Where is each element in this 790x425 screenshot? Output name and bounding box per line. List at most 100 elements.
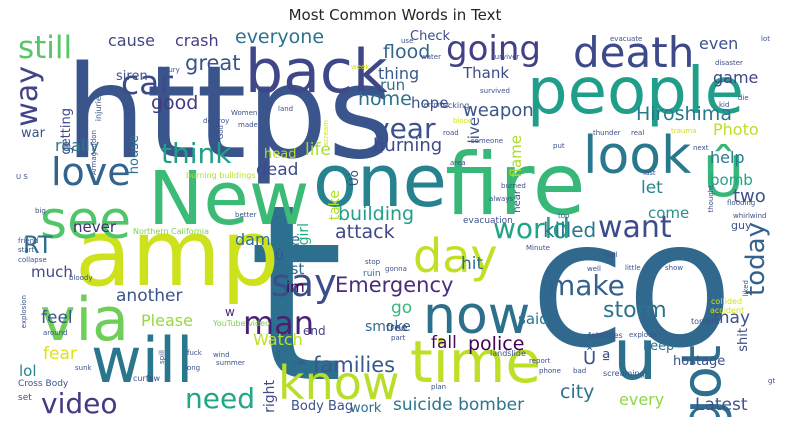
cloud-word: fucking [440, 101, 470, 110]
cloud-word: Check [410, 30, 450, 44]
cloud-word: ruin [363, 269, 381, 279]
cloud-word: start [18, 246, 35, 254]
cloud-word: Thank [463, 64, 510, 82]
cloud-word: crash [175, 31, 219, 50]
cloud-word: u [613, 314, 658, 396]
cloud-word: near [512, 190, 523, 213]
cloud-word: head [264, 147, 297, 162]
cloud-word: police [468, 333, 525, 355]
cloud-word: evacuate [610, 35, 643, 43]
cloud-word: Latest [695, 395, 748, 415]
cloud-word: survived [480, 87, 510, 95]
cloud-word: going [446, 30, 541, 69]
cloud-word: year [373, 112, 436, 145]
cloud-word: call [293, 359, 306, 367]
cloud-word: tonight [691, 317, 720, 326]
cloud-word: injury [160, 66, 180, 74]
cloud-word: stop [365, 258, 381, 266]
cloud-word: explode [629, 331, 657, 339]
cloud-word: RT [23, 231, 53, 259]
cloud-word: Armageddon [90, 130, 98, 176]
cloud-word: everyone [235, 30, 325, 48]
cloud-word: w [225, 305, 235, 319]
cloud-word: water [421, 53, 441, 61]
cloud-word: bloody [69, 274, 93, 282]
cloud-word: die [738, 94, 749, 102]
cloud-word: dead [256, 160, 299, 180]
cloud-word: lol [19, 362, 37, 380]
cloud-word: burned [501, 182, 526, 190]
word-cloud: t co https amp fire New one people will … [13, 30, 777, 417]
cloud-word: siren [116, 69, 148, 84]
cloud-word: getting [59, 108, 74, 155]
cloud-word: now [423, 286, 531, 346]
cloud-word: look [583, 126, 692, 186]
cloud-word: may [713, 308, 751, 328]
cloud-word: burning [373, 135, 443, 156]
cloud-word: end [303, 324, 326, 338]
cloud-word: trauma [671, 127, 697, 135]
cloud-word: keep [643, 339, 675, 354]
cloud-word: area [450, 159, 466, 167]
cloud-word: phone [539, 367, 561, 375]
cloud-word: weapon [463, 100, 534, 121]
cloud-word: week [351, 63, 370, 71]
cloud-word: storm [603, 298, 667, 323]
cloud-word: guy [731, 219, 752, 232]
cloud-word: life [305, 140, 331, 160]
cloud-word: flooding [727, 199, 756, 207]
cloud-word: work [350, 401, 382, 416]
cloud-word: made [238, 121, 258, 129]
cloud-word: big [35, 207, 46, 215]
cloud-word: set [18, 393, 32, 403]
cloud-word: spill [158, 350, 166, 364]
cloud-word: burning buildings [186, 171, 256, 180]
cloud-word: https [65, 39, 395, 188]
cloud-word: man [243, 304, 315, 342]
cloud-word: let [641, 178, 663, 198]
cloud-word: amp [75, 200, 280, 307]
cloud-word: YouTube video [213, 319, 270, 328]
cloud-word: game [713, 68, 759, 87]
cloud-word: always [489, 195, 514, 203]
cloud-word: Û [703, 145, 744, 210]
cloud-word: shit [736, 328, 751, 352]
cloud-word: U S [16, 173, 28, 181]
cloud-word: plan [431, 383, 447, 391]
cloud-word: feel [41, 308, 73, 328]
cloud-word: scream [322, 120, 330, 146]
cloud-word: think [161, 137, 232, 170]
cloud-word: job [274, 350, 282, 361]
cloud-word: fuck [187, 349, 202, 357]
cloud-word: fire [445, 135, 586, 235]
cloud-word: report [529, 357, 551, 365]
cloud-word: screaming [603, 369, 645, 378]
cloud-word: another [116, 286, 183, 306]
cloud-word: bomb [710, 171, 753, 189]
cloud-word: even [699, 34, 739, 53]
cloud-word: accident [710, 306, 745, 315]
cloud-word: see [40, 191, 132, 251]
cloud-word: really [55, 136, 100, 155]
cloud-word: flood [383, 41, 431, 63]
cloud-word: Û ª [583, 348, 611, 369]
cloud-word: explosion [20, 295, 28, 329]
cloud-word: real [631, 129, 645, 137]
cloud-word: need [185, 382, 255, 415]
cloud-word: take [327, 190, 343, 221]
cloud-word: suicide bomber [393, 395, 525, 415]
cloud-word: Emergency [335, 273, 454, 297]
cloud-word: terrorist [421, 101, 450, 109]
cloud-word: landslide [490, 349, 526, 358]
cloud-word: great [185, 51, 241, 75]
cloud-word: survivor [491, 53, 520, 61]
cloud-word: world [493, 212, 571, 245]
cloud-word: hail [605, 251, 618, 259]
cloud-word: run [380, 76, 406, 94]
cloud-word: home [358, 88, 412, 110]
cloud-word: people [527, 55, 744, 129]
cloud-word: Hiroshima [636, 103, 732, 125]
cloud-word: death [573, 30, 695, 77]
cloud-word: free [386, 321, 408, 334]
cloud-word: fatalities [588, 331, 623, 340]
